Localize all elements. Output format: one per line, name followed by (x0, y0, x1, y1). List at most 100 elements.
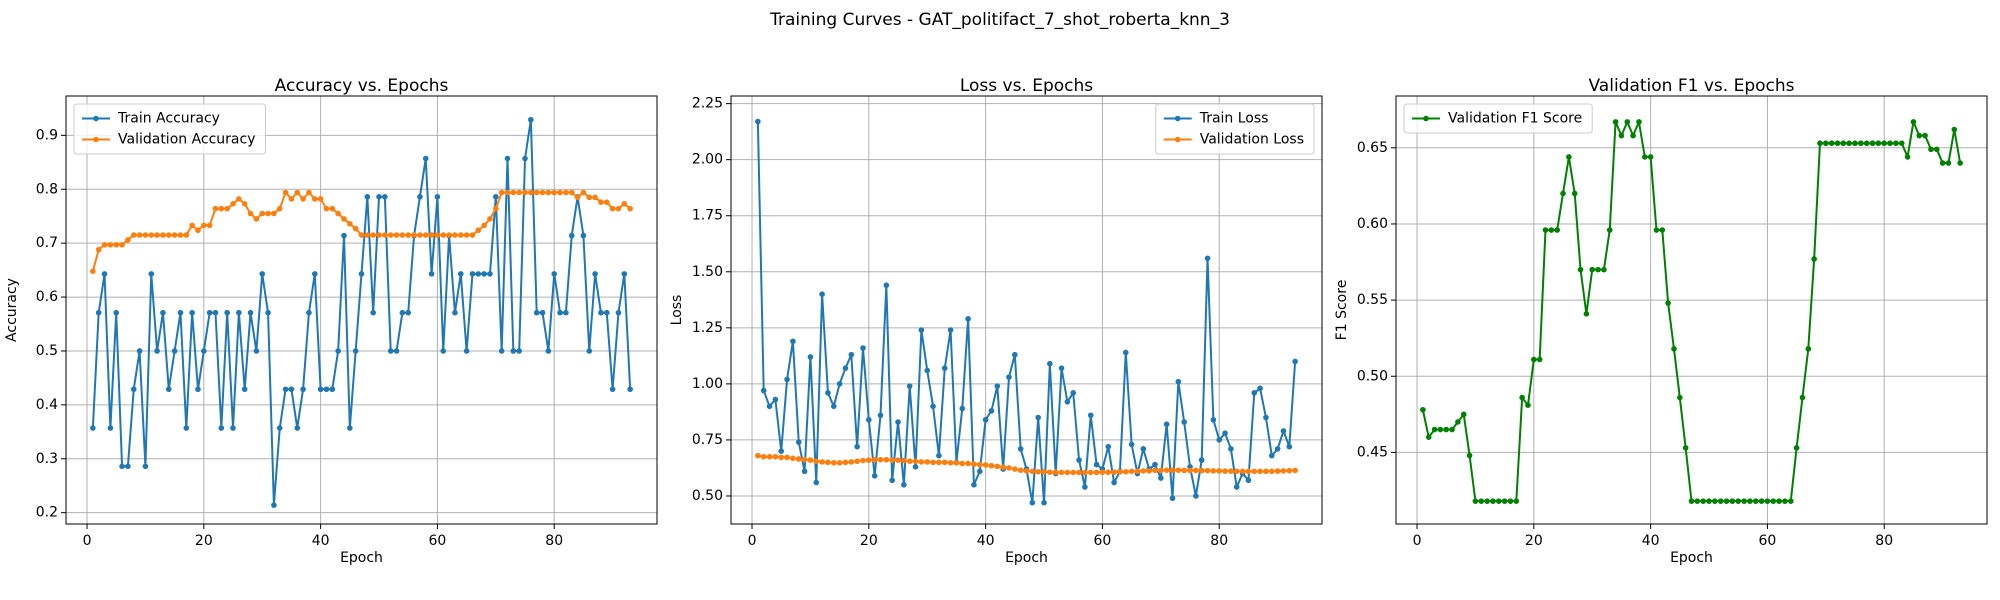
data-point (592, 194, 598, 201)
data-point (924, 367, 931, 374)
data-point (1869, 140, 1876, 147)
data-point (417, 194, 423, 200)
data-point (1029, 468, 1036, 475)
data-point (387, 348, 394, 354)
data-point (1233, 468, 1240, 475)
data-point (930, 403, 936, 410)
data-point (329, 386, 336, 393)
data-point (399, 309, 406, 316)
data-point (1531, 356, 1537, 363)
data-point (1216, 468, 1223, 474)
data-point (469, 232, 476, 238)
data-point (1000, 464, 1006, 471)
data-point (1828, 140, 1835, 147)
legend-marker (93, 115, 99, 122)
data-point (177, 232, 184, 238)
data-point (230, 201, 236, 207)
data-point (1717, 498, 1724, 504)
data-point (1840, 140, 1847, 147)
data-point (598, 309, 604, 316)
data-point (1741, 498, 1747, 504)
x-tick-label: 60 (429, 533, 447, 549)
data-point (171, 348, 178, 354)
data-point (1047, 360, 1053, 367)
data-point (1904, 154, 1911, 160)
data-point (1239, 468, 1246, 475)
data-point (253, 348, 260, 354)
data-point (1612, 119, 1619, 125)
data-point (90, 425, 96, 431)
data-point (1006, 465, 1012, 471)
data-point (1425, 434, 1432, 440)
data-point (1222, 468, 1228, 474)
x-tick-label: 20 (860, 533, 878, 549)
data-point (1280, 428, 1287, 434)
data-point (236, 196, 242, 202)
data-point (906, 383, 913, 389)
data-point (1519, 394, 1525, 401)
data-point (557, 189, 563, 196)
x-axis-label: Epoch (1670, 550, 1713, 566)
legend-label: Validation Loss (1200, 132, 1304, 148)
y-tick-label: 0.7 (36, 235, 58, 251)
data-point (801, 456, 808, 463)
x-tick-label: 0 (1413, 533, 1422, 549)
data-point (1606, 227, 1613, 233)
data-point (1484, 498, 1490, 504)
data-point (1105, 469, 1112, 476)
data-point (288, 386, 295, 393)
data-point (493, 205, 499, 212)
legend-marker (93, 136, 99, 143)
data-point (1747, 498, 1753, 504)
data-point (1951, 126, 1958, 133)
data-point (119, 241, 125, 248)
data-point (428, 271, 435, 277)
legend: Train Loss Validation Loss (1155, 103, 1315, 155)
data-point (1193, 493, 1199, 499)
data-point (1793, 445, 1800, 451)
y-tick-label: 0.3 (36, 451, 58, 467)
data-point (1787, 498, 1794, 504)
data-point (1064, 399, 1071, 405)
data-point (434, 194, 441, 200)
data-point (317, 196, 324, 202)
y-tick-label: 2.00 (692, 152, 723, 168)
data-point (171, 232, 178, 238)
data-point (871, 472, 878, 479)
data-point (1507, 498, 1514, 504)
data-point (807, 457, 814, 463)
data-point (148, 271, 155, 277)
y-tick-label: 0.65 (1357, 140, 1388, 156)
data-point (154, 232, 160, 238)
data-point (994, 463, 1001, 470)
data-point (988, 407, 995, 414)
data-point (941, 365, 948, 371)
y-tick-label: 0.60 (1357, 216, 1388, 232)
data-point (1437, 426, 1444, 433)
data-point (557, 309, 563, 316)
data-point (1052, 469, 1059, 476)
data-point (387, 232, 394, 238)
data-point (918, 327, 925, 333)
data-point (1058, 469, 1065, 476)
data-point (1945, 160, 1952, 166)
data-point (1922, 132, 1928, 139)
x-tick-label: 40 (312, 533, 330, 549)
data-point (428, 232, 435, 238)
data-point (1735, 498, 1742, 504)
data-point (1064, 469, 1071, 476)
data-point (1566, 154, 1572, 160)
data-point (1641, 154, 1648, 160)
data-point (772, 396, 779, 403)
data-point (1158, 467, 1164, 474)
data-point (1688, 498, 1695, 504)
data-point (1105, 443, 1112, 450)
data-point (364, 194, 371, 200)
y-tick-label: 0.45 (1357, 444, 1388, 460)
data-point (1495, 498, 1502, 504)
data-point (1811, 256, 1817, 262)
data-point (1846, 140, 1852, 147)
data-point (183, 425, 190, 431)
data-point (1181, 419, 1187, 425)
data-point (113, 241, 120, 248)
